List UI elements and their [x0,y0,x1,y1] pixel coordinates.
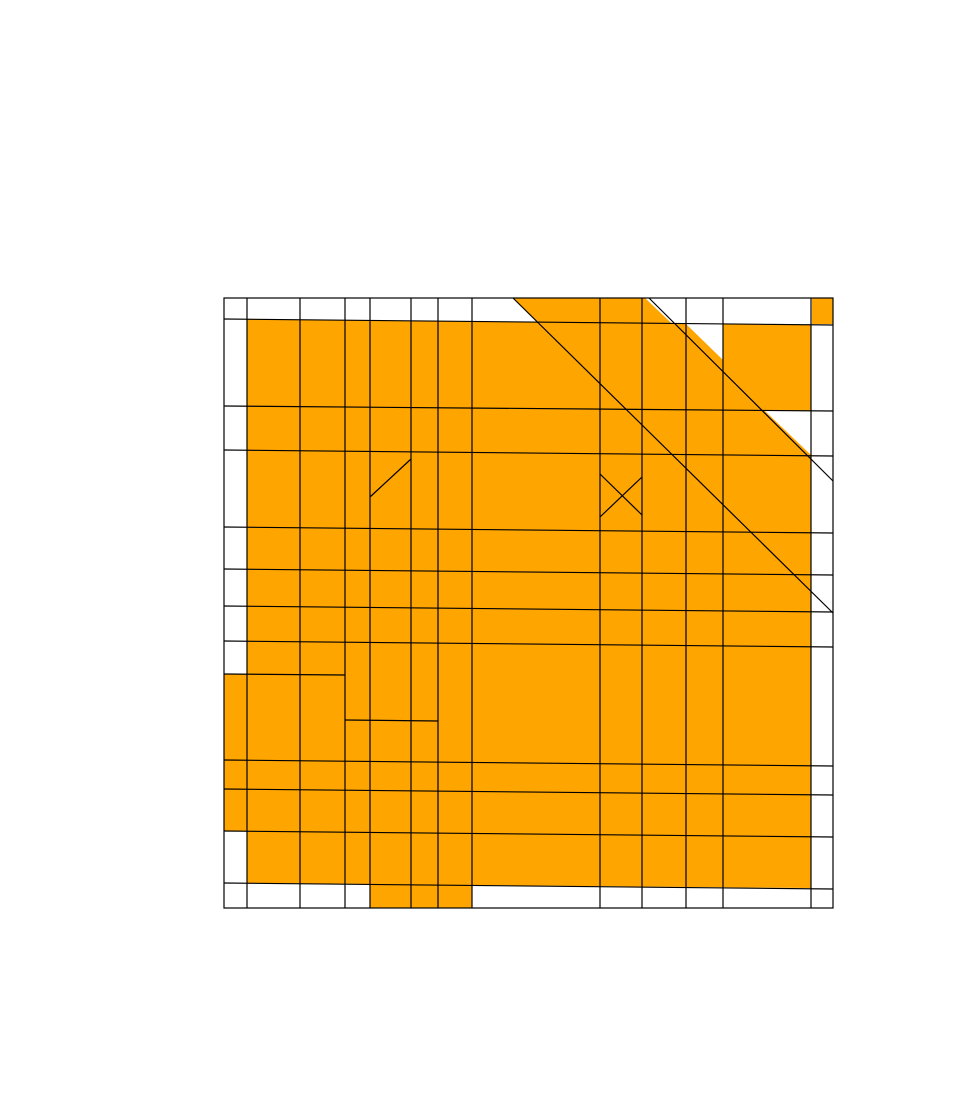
diagonal-right [648,297,834,482]
h-line-10 [223,759,834,767]
h-line-1 [223,318,834,326]
fill-top-diagonal-band [513,298,811,532]
outer-frame [223,297,834,909]
small-cross-a [599,473,643,516]
h-line-12 [223,830,834,838]
h-line-4 [223,526,834,534]
small-cross-b [599,476,643,518]
h-line-6 [223,605,834,613]
white-gap-regions [686,324,811,455]
fill-main-block [224,319,811,908]
h-line-9-partial [344,719,439,722]
gap-upper-right [686,324,723,360]
h-line-3 [223,449,834,457]
gap-right-triangle [765,411,811,455]
diagonal-left [512,297,834,614]
grid-lines [223,297,834,909]
small-diagonal-left-cell [369,458,412,498]
h-line-11 [223,788,834,796]
fill-corner-square [812,298,833,324]
h-line-2 [223,405,834,412]
h-line-13 [223,882,834,890]
h-line-5 [223,568,834,576]
h-line-8-partial [223,673,346,676]
h-line-7 [223,640,834,648]
orange-fill-regions [224,298,833,908]
